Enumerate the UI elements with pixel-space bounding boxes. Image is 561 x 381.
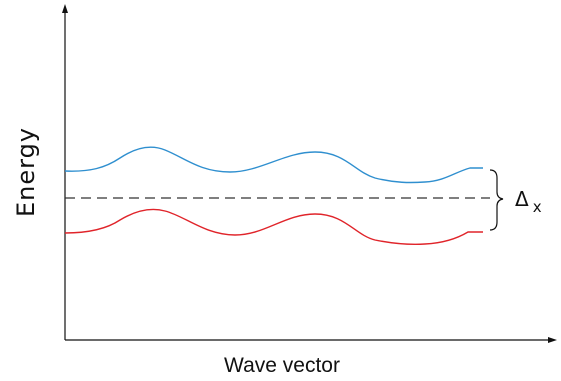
x-axis-label: Wave vector [224, 354, 340, 377]
x-axis-arrowhead [548, 337, 557, 343]
y-axis-arrowhead [62, 4, 68, 13]
gap-brace [489, 169, 504, 231]
y-axis-label: Energy [12, 127, 40, 217]
gap-label: Δ x [515, 187, 542, 216]
gap-subscript: x [533, 198, 542, 216]
lower-band-curve [64, 208, 483, 246]
axes [62, 4, 557, 343]
gap-symbol: Δ [515, 187, 529, 211]
upper-band-curve [64, 146, 483, 184]
